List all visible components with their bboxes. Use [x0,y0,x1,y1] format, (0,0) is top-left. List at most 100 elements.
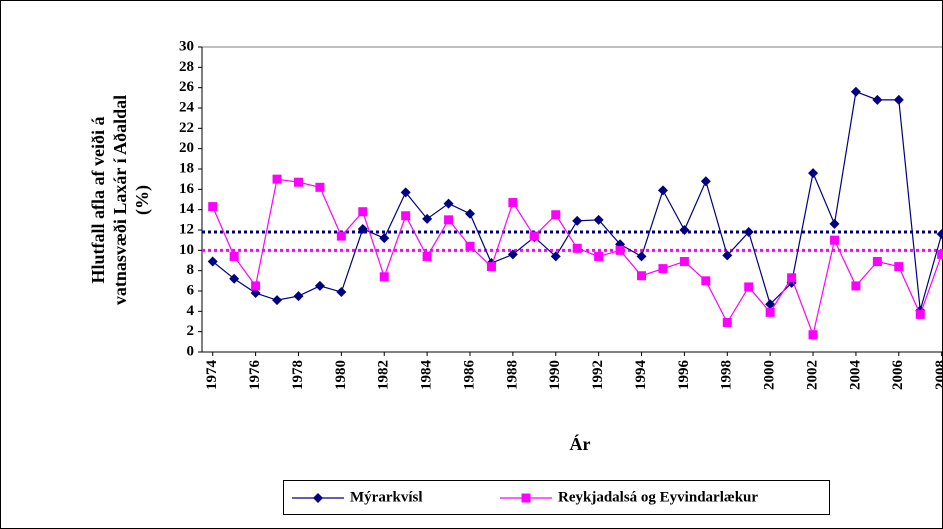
legend-label: Mýrarkvísl [350,489,423,505]
data-point [937,249,943,259]
y-tick-label: 10 [179,242,194,258]
x-tick-label: 1988 [504,360,520,390]
x-tick-label: 2000 [762,360,778,390]
y-tick-label: 0 [187,343,195,359]
y-tick-label: 12 [179,221,194,237]
legend-swatch-marker [521,493,531,503]
x-tick-label: 2004 [847,360,863,391]
data-point [679,225,690,235]
data-point [465,208,475,219]
data-point [379,233,390,244]
data-point [893,94,904,105]
y-tick-label: 16 [179,181,195,197]
x-tick-label: 2008 [933,360,943,390]
data-point [508,198,518,208]
y-tick-label: 8 [187,262,195,278]
y-tick-label: 18 [179,160,194,176]
data-point [315,182,325,192]
data-point [594,251,604,261]
data-point [808,168,819,179]
x-tick-label: 1986 [461,360,477,391]
data-point [507,249,518,260]
x-tick-label: 2002 [804,360,820,390]
x-tick-label: 2006 [890,360,906,391]
y-tick-label: 4 [187,303,195,319]
x-tick-label: 1990 [547,360,563,390]
data-point [657,185,668,196]
data-point [743,227,754,238]
legend-entry: Reykjadalsá og Eyvindarlækur [500,489,758,505]
data-point [572,243,582,253]
data-point [636,251,647,262]
data-point [250,288,261,299]
y-tick-label: 2 [187,323,195,339]
legend-box [283,480,830,515]
data-point [422,213,433,224]
data-point [336,231,346,241]
data-point [207,256,218,267]
data-point [272,295,283,306]
y-tick-label: 20 [179,140,194,156]
x-tick-label: 1994 [633,360,649,391]
data-point [401,211,411,221]
data-point [593,214,604,225]
data-point [358,207,368,217]
data-point [251,281,261,291]
data-point [915,309,925,319]
data-point [422,251,432,261]
legend-label: Reykjadalsá og Eyvindarlækur [558,489,758,505]
data-point [293,291,304,302]
data-point [465,241,475,251]
data-point [572,215,583,226]
x-tick-label: 1984 [419,360,435,391]
data-point [894,262,904,272]
data-point [829,218,840,229]
data-point [208,202,218,212]
data-point [314,280,325,291]
data-point [357,223,368,234]
x-tick-label: 1996 [676,360,692,391]
y-axis-label-line: (%) [132,185,153,215]
data-point [658,264,668,274]
y-tick-label: 26 [179,79,195,95]
data-point [443,198,454,209]
data-point [701,276,711,286]
data-point [551,210,561,220]
data-point [679,257,689,267]
y-tick-label: 24 [179,99,195,115]
data-point [379,272,389,282]
x-tick-label: 1992 [590,360,606,390]
y-axis-label-line: Hlutfall afla af veiði á [88,117,108,284]
y-axis-label: Hlutfall afla af veiði á vatnasvæði Laxá… [88,95,153,305]
y-axis-label-line: vatnasvæði Laxár í Aðaldal [110,95,130,305]
data-point [722,318,732,328]
data-point [851,281,861,291]
data-point [550,251,561,262]
data-point [872,257,882,267]
data-point [400,187,411,198]
y-tick-label: 14 [179,201,195,217]
data-point [637,271,647,281]
data-point [765,307,775,317]
x-tick-label: 1978 [290,360,306,390]
data-point [229,273,240,284]
data-point [787,273,797,283]
y-tick-label: 6 [187,282,195,298]
data-point [229,251,239,261]
data-point [336,287,347,298]
data-point [272,174,282,184]
data-point [850,86,861,97]
data-point [700,176,711,187]
data-point [744,282,754,292]
data-point [829,235,839,245]
x-axis-label: Ár [570,433,591,454]
x-tick-label: 1998 [719,360,735,390]
data-point [529,231,539,241]
data-point [486,262,496,272]
x-tick-label: 1974 [204,360,220,391]
data-point [872,94,883,105]
data-point [765,299,776,310]
data-point [808,330,818,340]
